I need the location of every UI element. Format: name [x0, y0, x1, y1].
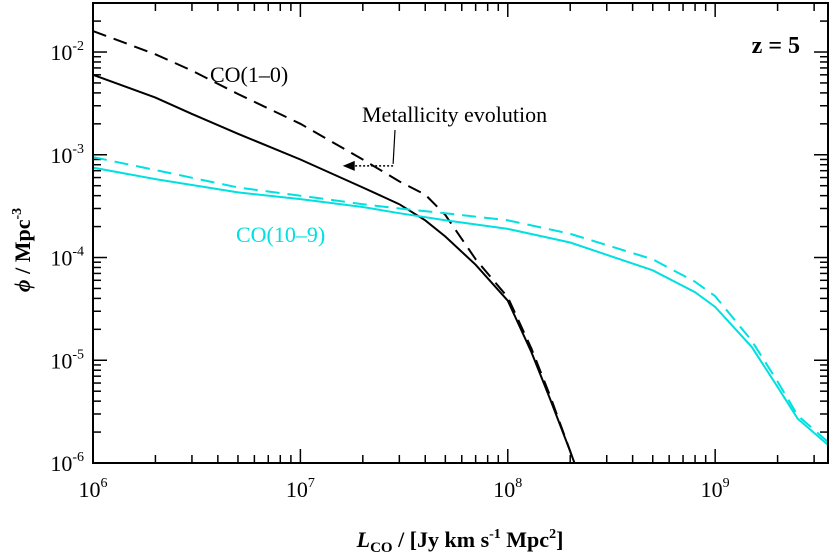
y-tick-label: 10-5	[50, 347, 84, 373]
y-title-tail: / Mpc	[10, 219, 35, 279]
x-title-mid: Mpc	[501, 527, 550, 552]
x-tick-base: 10	[493, 477, 515, 502]
y-tick-exp: -3	[72, 142, 84, 157]
x-title-exp2: 2	[549, 527, 556, 542]
y-title-exp: -3	[10, 208, 25, 220]
x-tick-label: 106	[79, 476, 108, 502]
y-ticks: 10-610-510-410-310-2	[50, 39, 84, 476]
y-tick-label: 10-6	[50, 450, 84, 476]
y-tick-exp: -6	[72, 450, 84, 465]
x-tick-exp: 9	[723, 476, 730, 491]
y-tick-base: 10	[50, 451, 72, 476]
y-tick-base: 10	[50, 348, 72, 373]
x-tick-base: 10	[79, 477, 101, 502]
annotation-co109: CO(10–9)	[236, 222, 325, 247]
x-tick-exp: 7	[308, 476, 315, 491]
x-tick-base: 10	[286, 477, 308, 502]
annotation-metallicity: Metallicity evolution	[362, 102, 547, 127]
series-line-1	[93, 30, 575, 463]
y-tick-exp: -4	[72, 245, 84, 260]
plot-frame	[92, 2, 829, 464]
x-tick-base: 10	[701, 477, 723, 502]
y-title-main: ϕ	[10, 279, 35, 292]
y-tick-label: 10-4	[50, 245, 84, 271]
x-title-exp1: -1	[489, 527, 501, 542]
metallicity-arrow	[342, 129, 396, 171]
x-title-tail: / [Jy km s	[393, 527, 490, 552]
x-tick-label: 109	[701, 476, 730, 502]
panel-label: z = 5	[752, 33, 800, 59]
x-tick-exp: 8	[515, 476, 522, 491]
arrow-leader	[392, 129, 396, 164]
y-tick-exp: -2	[72, 39, 84, 54]
y-tick-exp: -5	[72, 347, 84, 362]
arrow-head	[342, 160, 355, 171]
x-tick-label: 108	[493, 476, 522, 502]
series-lines	[93, 30, 828, 463]
minor-ticks	[92, 2, 828, 464]
annotation-co10: CO(1–0)	[210, 62, 288, 87]
x-ticks: 106 107 108 109	[79, 476, 730, 502]
y-tick-label: 10-2	[50, 39, 84, 65]
y-tick-label: 10-3	[50, 142, 84, 168]
series-line-0	[93, 73, 576, 463]
x-title-end: ]	[556, 527, 563, 552]
series-line-3	[93, 156, 828, 443]
y-tick-base: 10	[50, 246, 72, 271]
x-title-sub: CO	[370, 540, 393, 555]
x-axis-title: LCO / [Jy km s-1 Mpc2]	[356, 527, 564, 555]
x-title-main: L	[356, 527, 370, 552]
y-axis-title: ϕ / Mpc-3	[10, 208, 35, 292]
y-tick-base: 10	[50, 40, 72, 65]
y-tick-base: 10	[50, 143, 72, 168]
x-tick-exp: 6	[101, 476, 108, 491]
series-line-2	[93, 166, 828, 446]
x-tick-label: 107	[286, 476, 315, 502]
